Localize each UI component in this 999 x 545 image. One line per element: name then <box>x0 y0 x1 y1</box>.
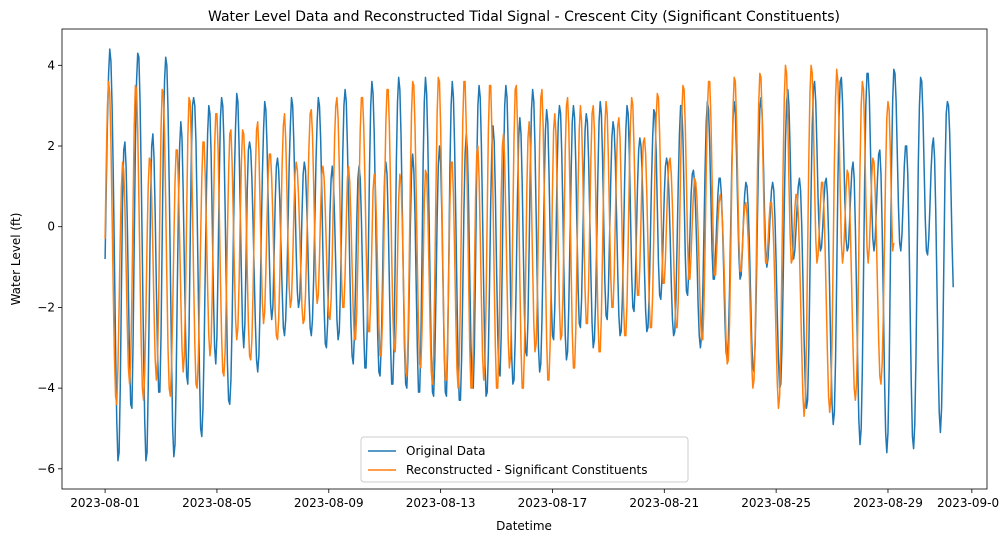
x-tick-label: 2023-09-01 <box>937 496 999 510</box>
x-axis-title: Datetime <box>496 519 552 533</box>
series-layer <box>104 48 954 462</box>
y-axis-title: Water Level (ft) <box>9 213 23 306</box>
y-tick-label: −2 <box>37 300 55 314</box>
y-tick-label: −6 <box>37 462 55 476</box>
legend: Original Data Reconstructed - Significan… <box>360 436 689 483</box>
y-tick-label: −4 <box>37 381 55 395</box>
legend-label-original-data: Original Data <box>406 444 485 458</box>
x-axis-ticks: 2023-08-01 2023-08-05 2023-08-09 2023-08-13… <box>70 489 999 510</box>
chart-title: Water Level Data and Reconstructed Tidal… <box>208 9 840 25</box>
plot-frame <box>61 28 988 490</box>
plot-area <box>104 48 954 462</box>
legend-label-reconstructed: Reconstructed - Significant Constituents <box>406 463 648 477</box>
y-tick-label: 4 <box>47 58 55 72</box>
x-tick-label: 2023-08-01 <box>70 496 140 510</box>
legend-frame <box>360 436 689 483</box>
x-tick-label: 2023-08-17 <box>518 496 588 510</box>
x-tick-label: 2023-08-09 <box>294 496 364 510</box>
x-tick-label: 2023-08-13 <box>406 496 476 510</box>
x-tick-label: 2023-08-21 <box>629 496 699 510</box>
x-tick-label: 2023-08-25 <box>741 496 811 510</box>
x-tick-label: 2023-08-05 <box>182 496 252 510</box>
y-axis-ticks: −6 −4 −2 0 2 4 <box>37 58 62 476</box>
y-tick-label: 2 <box>47 139 55 153</box>
series-reconstructed-line <box>104 64 895 418</box>
y-tick-label: 0 <box>47 220 55 234</box>
x-tick-label: 2023-08-29 <box>853 496 923 510</box>
